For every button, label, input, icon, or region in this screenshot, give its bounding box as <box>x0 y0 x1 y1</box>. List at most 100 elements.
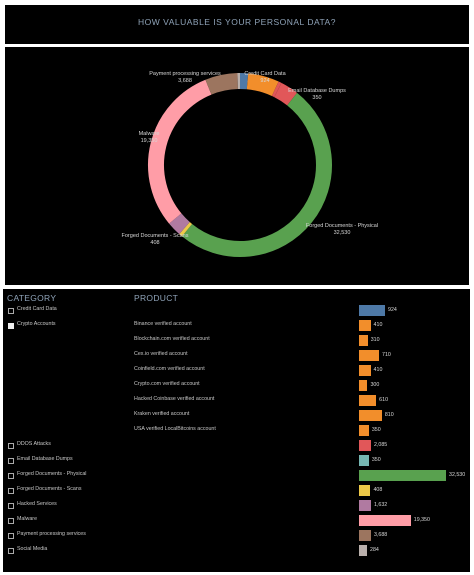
category-checkbox[interactable] <box>8 548 14 554</box>
product-label: Crypto.com verified account <box>134 381 200 387</box>
table-row: Cex.io verified account 710 <box>3 349 470 364</box>
value-bar[interactable] <box>359 485 371 496</box>
product-label: Blockchain.com verified account <box>134 336 210 342</box>
value-bar[interactable] <box>359 335 368 346</box>
value-label: 924 <box>388 307 397 313</box>
value-label: 32,530 <box>449 472 466 478</box>
product-label: Coinfield.com verified account <box>134 366 205 372</box>
value-bar[interactable] <box>359 470 446 481</box>
category-label: Hacked Services <box>17 501 57 507</box>
value-bar[interactable] <box>359 365 371 376</box>
value-label: 284 <box>370 547 379 553</box>
donut-slice-3[interactable] <box>274 82 298 106</box>
value-bar[interactable] <box>359 350 379 361</box>
value-bar[interactable] <box>359 305 386 316</box>
category-label: Forged Documents - Physical <box>17 471 87 477</box>
value-bar[interactable] <box>359 515 411 526</box>
category-checkbox[interactable] <box>8 503 14 509</box>
table-row: Crypto Accounts Binance verified account 4… <box>3 319 470 334</box>
donut-slice-6[interactable] <box>169 213 190 235</box>
value-label: 310 <box>370 337 380 343</box>
product-label: Hacked Coinbase verified account <box>134 396 215 402</box>
table-row: Credit Card Data 924 <box>3 304 470 319</box>
value-label: 350 <box>371 427 381 433</box>
category-label: DDOS Attacks <box>17 441 51 447</box>
table-row: Hacked Coinbase verified account 610 <box>3 394 470 409</box>
donut-slice-2[interactable] <box>271 81 282 98</box>
category-label: Forged Documents - Scans <box>17 486 82 492</box>
donut-slice-5[interactable] <box>179 222 193 237</box>
value-label: 810 <box>384 412 394 418</box>
value-bar[interactable] <box>359 455 369 466</box>
table-row: Coinfield.com verified account 410 <box>3 364 470 379</box>
value-label: 710 <box>382 352 391 358</box>
category-checkbox[interactable] <box>8 518 14 524</box>
page-title: HOW VALUABLE IS YOUR PERSONAL DATA? <box>138 17 336 27</box>
table-row: Forged Documents - Scans 408 <box>3 484 470 499</box>
value-bar[interactable] <box>359 380 368 391</box>
title-panel: HOW VALUABLE IS YOUR PERSONAL DATA? <box>5 5 469 44</box>
table-row: Email Database Dumps 350 <box>3 454 470 469</box>
donut-label-1: Email Database Dumps 350 <box>288 88 346 101</box>
category-checkbox[interactable] <box>8 458 14 464</box>
product-label: Kraken verified account <box>134 411 190 417</box>
bar-table-panel: CATEGORY PRODUCT Credit Card Data 924 Cryp… <box>3 289 470 572</box>
category-header: CATEGORY <box>7 293 57 303</box>
value-bar[interactable] <box>359 395 377 406</box>
table-row: Forged Documents - Physical 32,530 <box>3 469 470 484</box>
value-label: 350 <box>371 457 381 463</box>
category-label: Social Media <box>17 546 48 552</box>
donut-label-5: Forged Documents - Physical 32,530 <box>306 223 378 236</box>
category-label: Crypto Accounts <box>17 321 56 327</box>
donut-label-0: Credit Card Data 924 <box>244 71 286 84</box>
category-checkbox[interactable] <box>8 473 14 479</box>
category-checkbox[interactable] <box>8 533 14 539</box>
value-bar[interactable] <box>359 410 382 421</box>
category-checkbox[interactable] <box>8 323 14 329</box>
value-bar[interactable] <box>359 425 369 436</box>
table-row: Malware 19,350 <box>3 514 470 529</box>
donut-label-2: Payment processing services 3,688 <box>149 71 221 84</box>
value-bar[interactable] <box>359 320 371 331</box>
category-label: Malware <box>17 516 38 522</box>
table-row: USA verified LocalBitcoins account 350 <box>3 424 470 439</box>
value-label: 300 <box>370 382 380 388</box>
donut-chart-panel: Credit Card Data 924 Email Database Dumps 3… <box>5 47 469 285</box>
value-label: 410 <box>373 322 383 328</box>
donut-label-3: Malware 19,350 <box>139 131 160 144</box>
product-label: USA verified LocalBitcoins account <box>134 426 216 432</box>
table-row: DDOS Attacks 2,085 <box>3 439 470 454</box>
table-row: Kraken verified account 810 <box>3 409 470 424</box>
table-row: Payment processing services 3,688 <box>3 529 470 544</box>
value-label: 2,085 <box>374 442 388 448</box>
value-bar[interactable] <box>359 500 371 511</box>
donut-slice-1[interactable] <box>246 73 279 97</box>
category-label: Email Database Dumps <box>17 456 73 462</box>
table-row: Social Media 284 <box>3 544 470 559</box>
donut-slice-4[interactable] <box>182 92 332 257</box>
table-row: Crypto.com verified account 300 <box>3 379 470 394</box>
category-label: Payment processing services <box>17 531 86 537</box>
value-label: 3,688 <box>374 532 388 538</box>
donut-label-4: Forged Documents - Scans 408 <box>122 233 189 246</box>
product-label: Cex.io verified account <box>134 351 188 357</box>
donut-slice-7[interactable] <box>148 79 212 224</box>
value-bar[interactable] <box>359 440 371 451</box>
value-bar[interactable] <box>359 545 367 556</box>
donut-slice-8[interactable] <box>205 73 239 95</box>
category-label: Credit Card Data <box>17 306 57 312</box>
product-header: PRODUCT <box>134 293 179 303</box>
category-checkbox[interactable] <box>8 488 14 494</box>
value-label: 410 <box>373 367 383 373</box>
table-row: Hacked Services 1,632 <box>3 499 470 514</box>
category-checkbox[interactable] <box>8 443 14 449</box>
value-bar[interactable] <box>359 530 371 541</box>
value-label: 1,632 <box>374 502 388 508</box>
category-checkbox[interactable] <box>8 308 14 314</box>
product-label: Binance verified account <box>134 321 192 327</box>
table-row: Blockchain.com verified account 310 <box>3 334 470 349</box>
value-label: 408 <box>373 487 383 493</box>
value-label: 19,350 <box>413 517 430 523</box>
value-label: 610 <box>379 397 389 403</box>
